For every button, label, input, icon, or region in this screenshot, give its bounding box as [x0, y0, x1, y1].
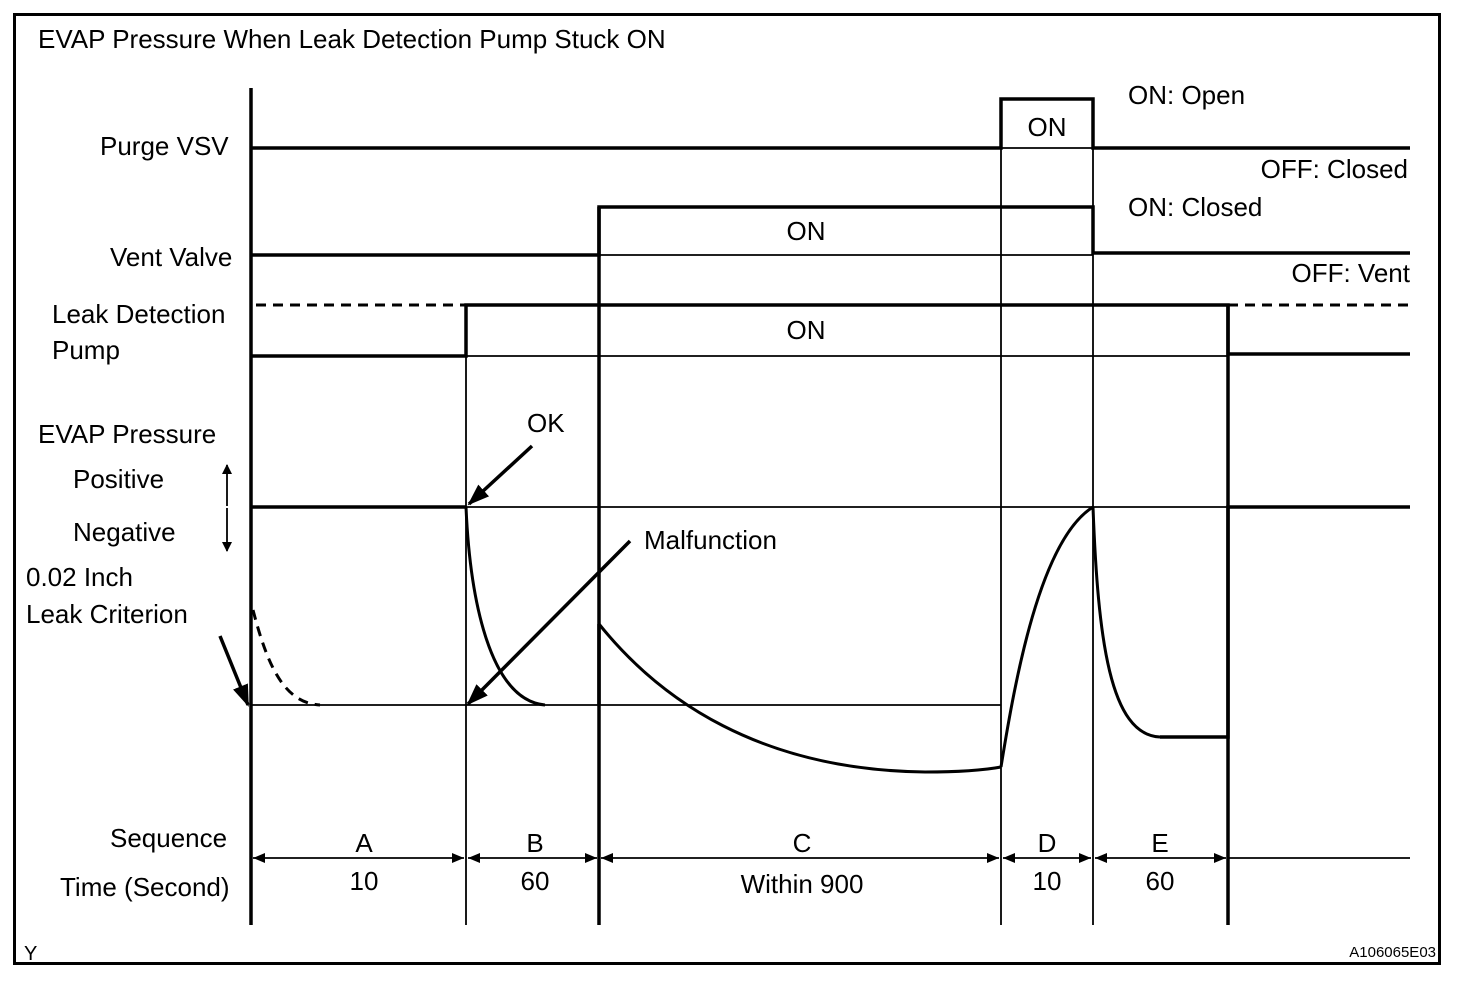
ldp-trace	[251, 303, 1410, 358]
criterion-label-line2: Leak Criterion	[26, 599, 188, 629]
sequence-step-name: D	[1038, 828, 1057, 858]
ldp-label-line2: Pump	[52, 335, 120, 365]
ok-annotation: OK	[527, 408, 565, 438]
sequence-step-name: E	[1151, 828, 1168, 858]
vent-valve-label: Vent Valve	[110, 242, 232, 272]
purge-off-closed-label: OFF: Closed	[1261, 154, 1408, 184]
vent-on-closed-label: ON: Closed	[1128, 192, 1262, 222]
pressure-trace-stage-e	[1091, 506, 1161, 739]
vent-on-state: ON	[787, 216, 826, 246]
sequence-arrowhead	[1095, 853, 1107, 863]
pressure-trace-stage-c	[597, 623, 1002, 774]
sequence-step-time: 60	[521, 866, 550, 896]
sequence-arrowhead	[585, 853, 597, 863]
criterion-label-line1: 0.02 Inch	[26, 562, 133, 592]
ldp-on-state: ON	[787, 315, 826, 345]
figure-id: A106065E03	[1349, 944, 1436, 961]
purge-vsv-label: Purge VSV	[100, 131, 229, 161]
purge-vsv-trace	[251, 97, 1410, 150]
sequence-step-time: 10	[1033, 866, 1062, 896]
evap-pressure-label: EVAP Pressure	[38, 419, 216, 449]
negative-label: Negative	[73, 517, 176, 547]
sequence-arrowhead	[987, 853, 999, 863]
sequence-step-time: 10	[350, 866, 379, 896]
sequence-step-time: 60	[1146, 866, 1175, 896]
sequence-label: Sequence	[110, 823, 227, 853]
sequence-step-name: C	[793, 828, 812, 858]
pressure-trace-stage-e-end	[1160, 505, 1410, 739]
positive-label: Positive	[73, 464, 164, 494]
malfunction-arrow	[466, 539, 632, 706]
sequence-arrowhead	[1079, 853, 1091, 863]
vent-valve-trace	[251, 205, 1410, 257]
ldp-label-line1: Leak Detection	[52, 299, 225, 329]
sequence-arrowhead	[468, 853, 480, 863]
criterion-curve-dashed	[251, 609, 321, 707]
malfunction-annotation: Malfunction	[644, 525, 777, 555]
sequence-step-time: Within 900	[741, 869, 864, 899]
criterion-arrow	[218, 635, 250, 707]
ok-arrow	[467, 444, 534, 506]
vent-off-vent-label: OFF: Vent	[1292, 258, 1411, 288]
pressure-trace-stage-d	[999, 505, 1094, 768]
time-label: Time (Second)	[60, 872, 230, 902]
sequence-dimension-arrows	[253, 853, 1226, 863]
sequence-step-name: B	[526, 828, 543, 858]
sequence-arrowhead	[1003, 853, 1015, 863]
sequence-step-name: A	[355, 828, 373, 858]
footer-left-mark: Y	[24, 943, 37, 965]
purge-on-state: ON	[1028, 112, 1067, 142]
sequence-arrowhead	[601, 853, 613, 863]
purge-on-open-label: ON: Open	[1128, 80, 1245, 110]
sequence-arrowhead	[1214, 853, 1226, 863]
sequence-arrowhead	[452, 853, 464, 863]
pressure-trace-stage-b	[464, 506, 546, 707]
diagram-title: EVAP Pressure When Leak Detection Pump S…	[38, 24, 666, 54]
sequence-arrowhead	[253, 853, 265, 863]
